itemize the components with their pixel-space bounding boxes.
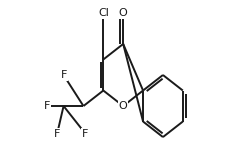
Text: O: O <box>119 8 128 18</box>
Text: F: F <box>44 101 50 111</box>
Text: F: F <box>60 70 67 80</box>
Text: F: F <box>54 129 60 139</box>
Text: O: O <box>119 101 128 111</box>
Text: F: F <box>82 129 88 139</box>
Text: Cl: Cl <box>98 8 109 18</box>
